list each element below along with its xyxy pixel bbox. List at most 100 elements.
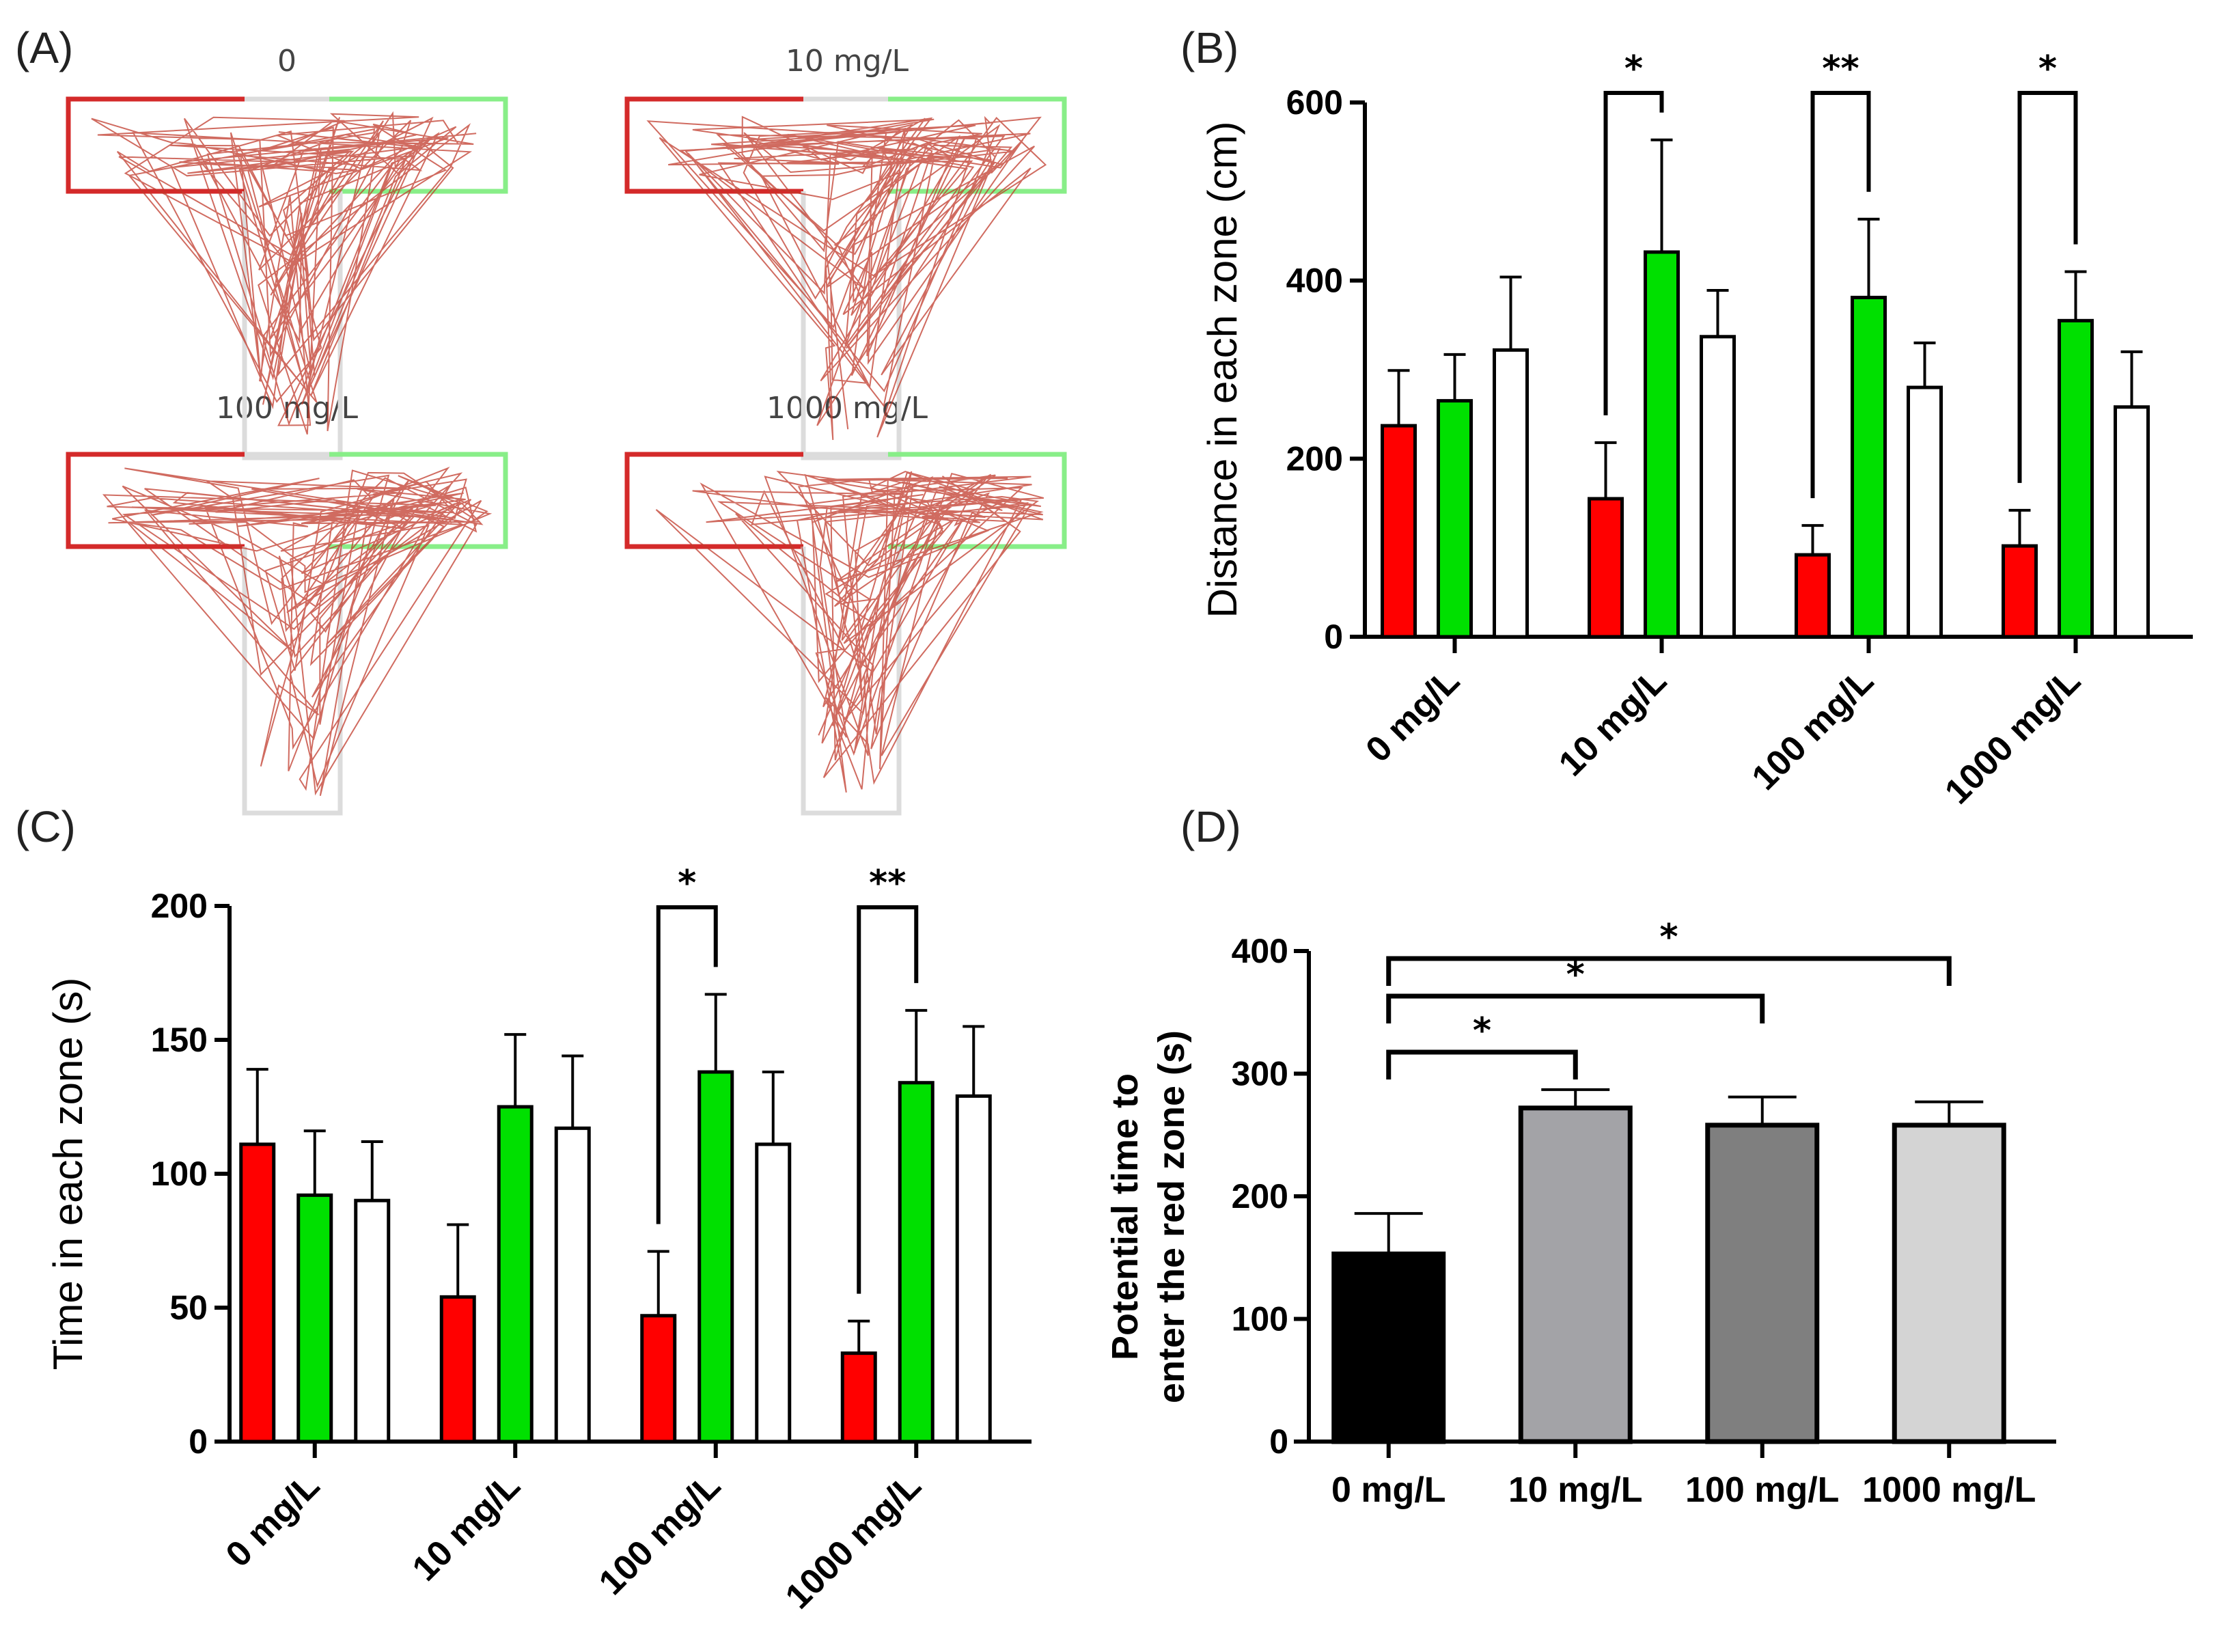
- y-tick-label: 300: [1232, 1055, 1288, 1093]
- significance-bracket: [1386, 1049, 1578, 1079]
- y-tick-label: 100: [1232, 1300, 1288, 1338]
- swim-trace: [655, 471, 1044, 793]
- swim-trace: [646, 115, 1047, 440]
- bar: [1331, 1251, 1446, 1444]
- x-tick-label: 100 mg/L: [592, 1465, 728, 1602]
- chart-d-potential-time: 0 100 200 300 400 Potential time to enter the …: [1105, 917, 2056, 1510]
- significance-bracket: [1810, 91, 1871, 499]
- x-tick-label: 1000 mg/L: [778, 1465, 929, 1616]
- bar-red-zone: [1795, 553, 1831, 639]
- bar-red-zone: [1381, 424, 1417, 639]
- maze-green-arm: [329, 96, 508, 194]
- maze-stem: [801, 452, 902, 816]
- t-maze-1000: [624, 452, 1067, 816]
- bar-neutral-zone: [1493, 348, 1529, 639]
- bar-neutral-zone: [1907, 385, 1943, 639]
- x-tick-label: 10 mg/L: [1551, 661, 1674, 784]
- y-axis-label-line: Potential time to: [1105, 1073, 1146, 1360]
- t-maze-10: [624, 96, 1067, 460]
- bar-red-zone: [439, 1295, 476, 1444]
- x-tick-label: 1000 mg/L: [1862, 1470, 2036, 1510]
- maze-stem: [242, 96, 343, 460]
- x-tick-label: 0 mg/L: [1331, 1470, 1446, 1510]
- bar-red-zone: [239, 1142, 276, 1444]
- swim-trace: [102, 467, 493, 797]
- maze-red-arm: [66, 96, 245, 194]
- t-maze-100: [66, 452, 508, 816]
- bar-neutral-zone: [955, 1094, 992, 1444]
- y-tick-label: 600: [1286, 83, 1343, 122]
- maze-red-arm: [624, 96, 803, 194]
- significance-bracket: [1386, 956, 1952, 986]
- x-tick-label: 100 mg/L: [1745, 661, 1881, 797]
- bar: [1518, 1105, 1633, 1444]
- swim-trace: [91, 111, 477, 435]
- panel-label-c: (C): [15, 802, 76, 851]
- x-tick-label: 10 mg/L: [1508, 1470, 1643, 1510]
- bar-green-zone: [296, 1193, 333, 1444]
- bar-red-zone: [2002, 544, 2038, 639]
- bar-neutral-zone: [554, 1126, 591, 1444]
- y-tick-label: 0: [1324, 618, 1343, 656]
- y-axis-label: Distance in each zone (cm): [1200, 122, 1245, 618]
- panel-a-mazes: 0 10 mg/L 100 mg/L 1000 mg/L: [66, 44, 1067, 816]
- x-tick-label: 1000 mg/L: [1937, 661, 2088, 812]
- bar-red-zone: [1588, 497, 1624, 639]
- bar-green-zone: [2058, 318, 2094, 639]
- x-tick-label: 100 mg/L: [1685, 1470, 1839, 1510]
- bar-red-zone: [640, 1314, 677, 1444]
- bar-neutral-zone: [1700, 335, 1736, 639]
- maze-red-arm: [624, 452, 803, 549]
- bar-green-zone: [1644, 250, 1680, 639]
- x-tick-label: 0 mg/L: [219, 1465, 328, 1575]
- bar-neutral-zone: [2114, 405, 2150, 639]
- chart-c-time: 0 50 100 150 200 Time in each zone (s) 0 mg/L 1…: [45, 863, 1032, 1616]
- bar-green-zone: [898, 1081, 935, 1444]
- bar-green-zone: [1437, 399, 1473, 639]
- y-tick-label: 200: [1286, 439, 1343, 478]
- significance-bracket: [1386, 993, 1765, 1023]
- bar-green-zone: [497, 1105, 534, 1444]
- y-tick-label: 50: [169, 1289, 208, 1327]
- panel-label-b: (B): [1180, 23, 1239, 72]
- maze-stem: [801, 96, 902, 460]
- bar-neutral-zone: [354, 1198, 391, 1444]
- significance-star: *: [1566, 954, 1585, 995]
- maze-red-arm: [66, 452, 245, 549]
- bar: [1892, 1123, 2006, 1444]
- bar-green-zone: [697, 1070, 734, 1444]
- y-axis-label: Time in each zone (s): [45, 978, 91, 1371]
- bar: [1705, 1123, 1820, 1444]
- significance-star: *: [1473, 1010, 1491, 1051]
- maze-green-arm: [888, 96, 1067, 194]
- significance-star: **: [1822, 49, 1859, 90]
- panel-label-a: (A): [15, 23, 73, 72]
- y-tick-label: 0: [189, 1422, 208, 1461]
- bar-green-zone: [1851, 295, 1887, 639]
- panel-label-d: (D): [1180, 802, 1241, 851]
- y-tick-label: 150: [151, 1021, 208, 1059]
- t-maze-0: [66, 96, 508, 460]
- significance-star: *: [678, 863, 696, 904]
- bar-neutral-zone: [755, 1142, 792, 1444]
- y-tick-label: 400: [1232, 932, 1288, 970]
- significance-star: *: [1659, 917, 1678, 958]
- significance-star: *: [1624, 49, 1643, 90]
- significance-star: *: [2038, 49, 2057, 90]
- y-tick-label: 200: [151, 887, 208, 925]
- significance-bracket: [857, 905, 919, 1294]
- significance-bracket: [1603, 91, 1664, 415]
- y-tick-label: 100: [151, 1155, 208, 1193]
- bar-red-zone: [840, 1351, 877, 1444]
- x-tick-label: 0 mg/L: [1358, 661, 1467, 770]
- significance-bracket: [656, 905, 718, 1224]
- y-axis-label: Potential time to enter the red zone (s): [1105, 1030, 1192, 1403]
- maze-title-0: 0: [277, 44, 296, 79]
- y-tick-label: 0: [1269, 1422, 1288, 1461]
- significance-bracket: [2017, 91, 2078, 483]
- y-tick-label: 400: [1286, 262, 1343, 300]
- chart-b-distance: 0 200 400 600 Distance in each zone (cm) 0 mg…: [1200, 49, 2193, 812]
- x-tick-label: 10 mg/L: [405, 1465, 528, 1588]
- y-axis-label-line: enter the red zone (s): [1151, 1030, 1192, 1403]
